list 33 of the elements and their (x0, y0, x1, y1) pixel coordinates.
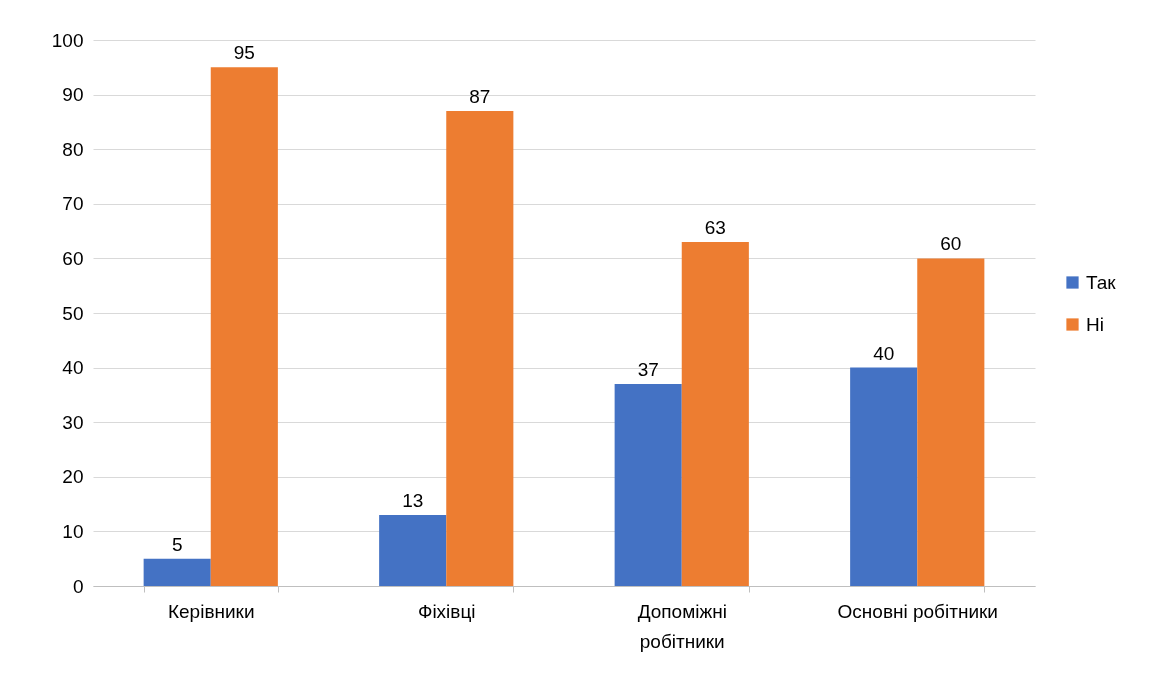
data-label: 60 (940, 233, 962, 255)
bar (614, 383, 682, 586)
y-tick-label: 30 (62, 411, 84, 433)
x-tick-label: Фіхівці (417, 600, 476, 622)
y-tick-label: 0 (72, 575, 84, 597)
y-tick-label: 20 (62, 466, 84, 488)
data-label: 63 (704, 217, 726, 239)
bar (379, 515, 447, 586)
x-tick-label: Основні робітники (837, 600, 998, 622)
x-tick-label: Керівники (167, 600, 255, 622)
y-tick-label: 60 (62, 247, 84, 269)
y-tick-label: 50 (62, 302, 84, 324)
bar (210, 67, 278, 586)
y-tick-label: 100 (51, 29, 84, 51)
data-label: 95 (233, 42, 255, 64)
bar (143, 558, 211, 586)
y-tick-label: 10 (62, 520, 84, 542)
y-tick-label: 70 (62, 193, 84, 215)
legend-label: Так (1086, 271, 1117, 293)
data-label: 13 (402, 490, 424, 512)
y-tick-label: 40 (62, 357, 84, 379)
bar (446, 110, 514, 586)
data-label: 5 (171, 533, 183, 555)
bar (917, 258, 985, 586)
x-tick-label: Допоміжні робітники (637, 600, 727, 652)
data-label: 37 (637, 358, 659, 380)
y-tick-label: 90 (62, 84, 84, 106)
legend-label: Ні (1086, 313, 1104, 335)
bar (850, 367, 918, 586)
bar (681, 242, 749, 586)
data-label: 87 (469, 85, 491, 107)
data-label: 40 (873, 342, 895, 364)
y-tick-label: 80 (62, 138, 84, 160)
